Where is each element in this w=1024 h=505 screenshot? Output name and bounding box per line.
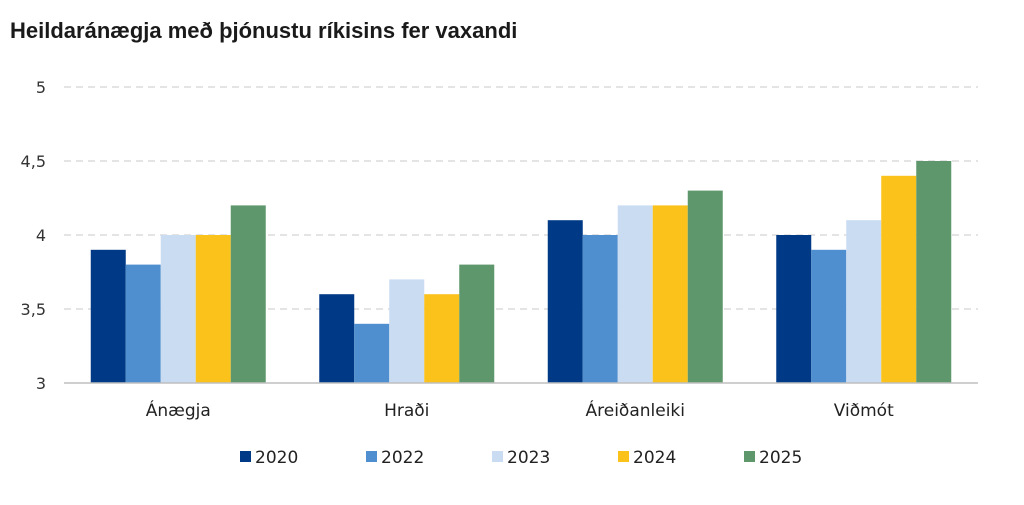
bar xyxy=(776,235,812,383)
bar xyxy=(459,264,495,383)
bar xyxy=(687,190,723,383)
bar xyxy=(389,279,425,383)
legend-swatch xyxy=(744,451,755,462)
legend-swatch xyxy=(366,451,377,462)
x-category-label: Áreiðanleiki xyxy=(586,399,686,421)
chart-title: Heildaránægja með þjónustu ríkisins fer … xyxy=(10,18,518,43)
legend-swatch xyxy=(240,451,251,462)
bar xyxy=(160,235,196,383)
bar xyxy=(881,175,917,383)
legend-swatch xyxy=(618,451,629,462)
x-category-label: Ánægja xyxy=(146,399,211,421)
legend-label: 2024 xyxy=(633,448,676,468)
bar xyxy=(90,249,126,383)
legend-swatch xyxy=(492,451,503,462)
bar xyxy=(811,249,847,383)
y-tick-label: 4 xyxy=(36,226,46,245)
bar xyxy=(617,205,653,383)
bar xyxy=(424,294,460,383)
legend-label: 2020 xyxy=(255,448,298,468)
bar xyxy=(195,235,231,383)
x-category-label: Hraði xyxy=(384,401,429,421)
legend-label: 2022 xyxy=(381,448,424,468)
legend-label: 2023 xyxy=(507,448,550,468)
y-tick-label: 4,5 xyxy=(21,152,46,171)
y-tick-label: 3 xyxy=(36,374,46,393)
bar xyxy=(547,220,583,383)
bar xyxy=(319,294,355,383)
bar xyxy=(916,161,952,383)
legend-label: 2025 xyxy=(759,448,802,468)
bar xyxy=(354,323,390,383)
bar xyxy=(582,235,618,383)
bar xyxy=(652,205,688,383)
bar xyxy=(125,264,161,383)
bar xyxy=(230,205,266,383)
y-tick-label: 5 xyxy=(36,78,46,97)
x-category-label: Viðmót xyxy=(834,401,894,421)
y-tick-label: 3,5 xyxy=(21,300,46,319)
bar xyxy=(846,220,882,383)
